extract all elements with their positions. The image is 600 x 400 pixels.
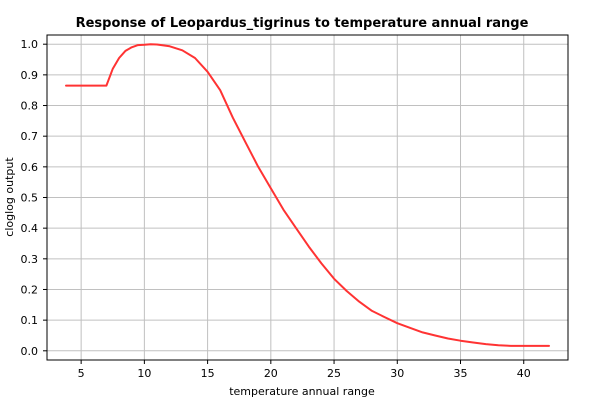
y-tick-label: 0.6 bbox=[21, 161, 39, 174]
x-tick-label: 35 bbox=[454, 367, 468, 380]
x-tick-label: 40 bbox=[517, 367, 531, 380]
axis-ticks: 5 10 15 20 25 30 35 40 0.0 0.1 0.2 0.3 0.4 0.5 0.6 0.7 0… bbox=[21, 38, 531, 380]
y-tick-label: 0.5 bbox=[21, 192, 39, 205]
chart-title: Response of Leopardus_tigrinus to temper… bbox=[76, 16, 529, 31]
series-layer bbox=[65, 43, 550, 347]
x-tick-label: 5 bbox=[78, 367, 85, 380]
x-tick-label: 15 bbox=[201, 367, 215, 380]
y-tick-label: 0.9 bbox=[21, 69, 39, 82]
y-tick-label: 0.0 bbox=[21, 345, 39, 358]
y-tick-label: 0.2 bbox=[21, 283, 39, 296]
x-tick-label: 10 bbox=[137, 367, 151, 380]
y-tick-label: 0.3 bbox=[21, 253, 39, 266]
plot-frame bbox=[46, 34, 569, 361]
grid-lines bbox=[47, 35, 568, 360]
y-tick-label: 0.1 bbox=[21, 314, 39, 327]
x-tick-label: 20 bbox=[264, 367, 278, 380]
response-curve bbox=[65, 43, 550, 347]
y-tick-label: 1.0 bbox=[21, 38, 39, 51]
y-axis-label: cloglog output bbox=[3, 157, 16, 237]
x-tick-label: 30 bbox=[390, 367, 404, 380]
y-tick-label: 0.8 bbox=[21, 100, 39, 113]
y-tick-label: 0.7 bbox=[21, 130, 39, 143]
x-axis-label: temperature annual range bbox=[229, 385, 375, 398]
x-tick-label: 25 bbox=[327, 367, 341, 380]
y-tick-label: 0.4 bbox=[21, 222, 39, 235]
